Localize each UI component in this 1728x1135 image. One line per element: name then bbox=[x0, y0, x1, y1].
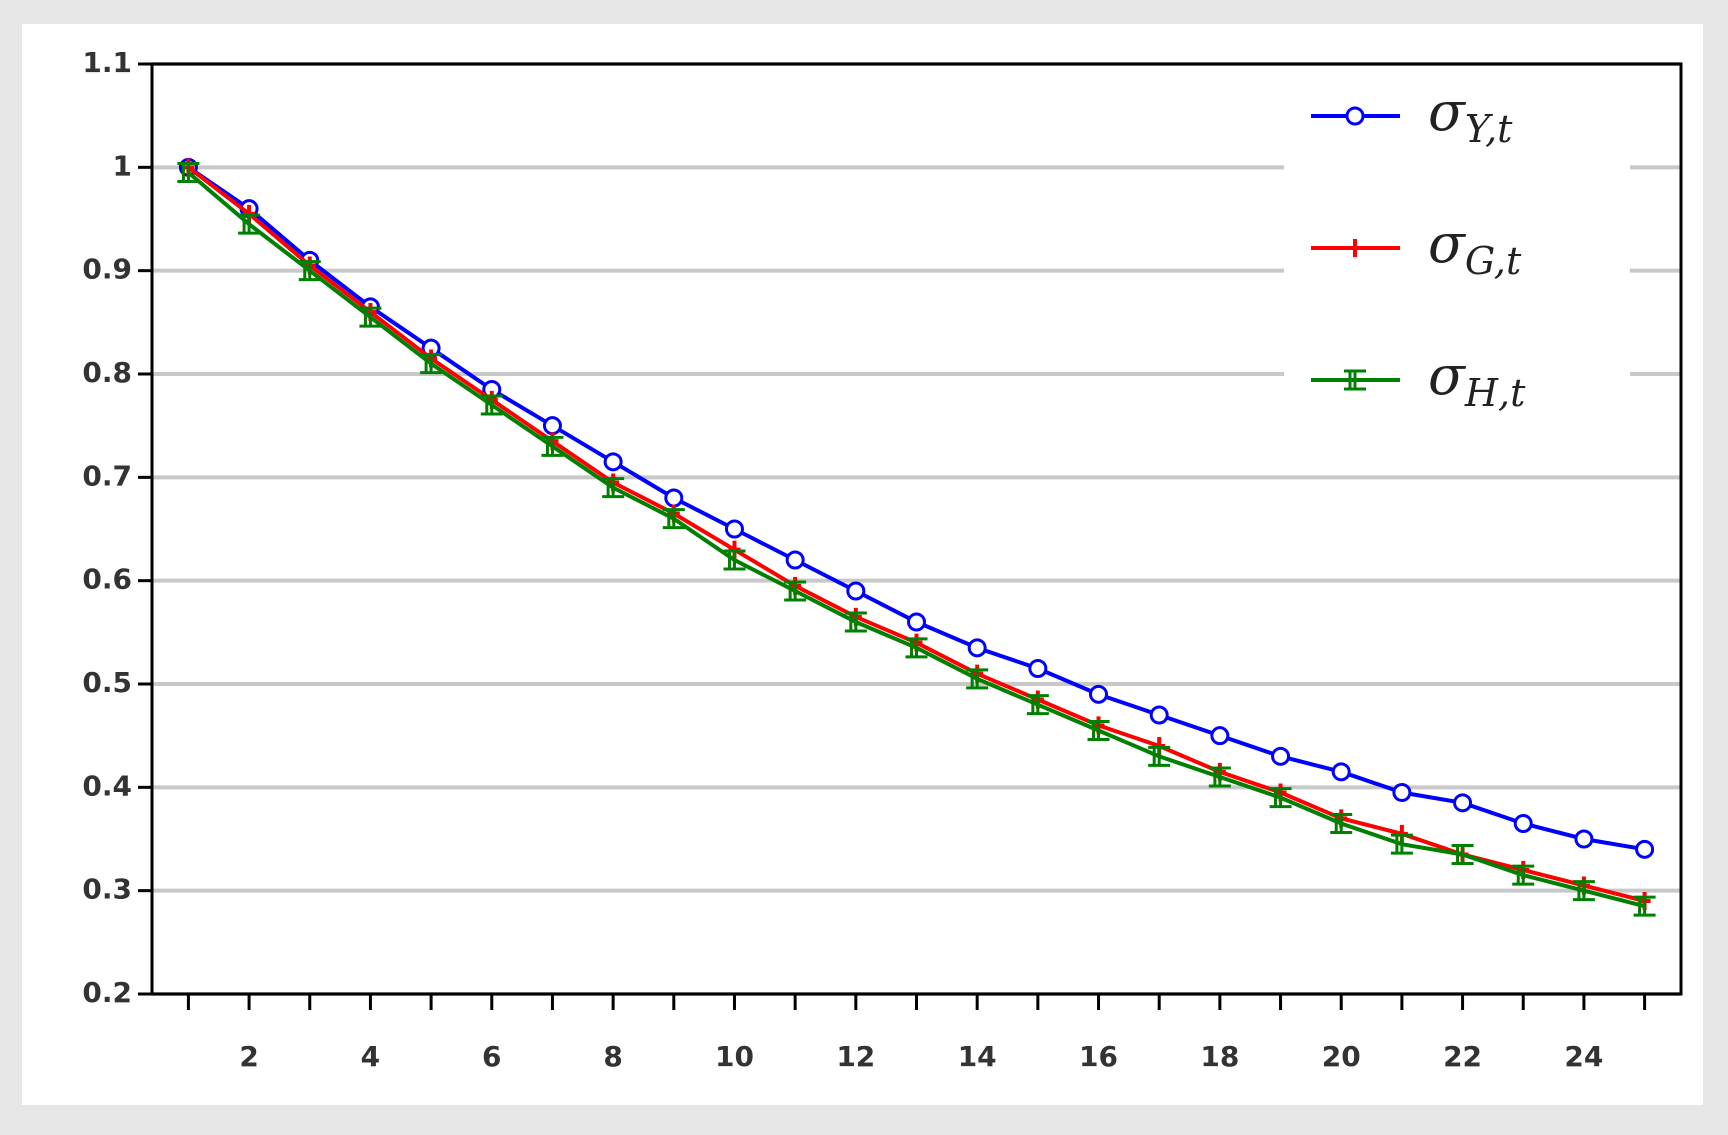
y-tick-label: 0.6 bbox=[82, 563, 132, 596]
point bbox=[1451, 844, 1474, 865]
y-tick-label: 0.7 bbox=[82, 459, 132, 492]
point bbox=[967, 638, 987, 658]
x-tick-label: 2 bbox=[239, 1040, 258, 1073]
point bbox=[723, 549, 746, 571]
point bbox=[1572, 880, 1595, 902]
x-tick-label: 4 bbox=[361, 1040, 380, 1073]
point bbox=[1633, 895, 1656, 917]
point bbox=[664, 488, 684, 508]
y-tick-label: 0.8 bbox=[82, 356, 132, 389]
legend-label: σY,t bbox=[1428, 80, 1513, 151]
point bbox=[1028, 659, 1048, 678]
point bbox=[603, 452, 623, 472]
point bbox=[1210, 726, 1230, 746]
x-tick-label: 12 bbox=[836, 1040, 875, 1073]
point bbox=[1149, 705, 1169, 725]
series bbox=[177, 162, 1656, 917]
point bbox=[359, 306, 382, 328]
point bbox=[846, 581, 866, 601]
point bbox=[966, 668, 989, 690]
x-tick-label: 10 bbox=[715, 1040, 754, 1073]
point bbox=[1271, 746, 1291, 766]
point bbox=[298, 260, 321, 282]
point bbox=[1331, 762, 1351, 782]
point bbox=[1087, 720, 1110, 741]
point bbox=[662, 508, 685, 530]
legend-marker bbox=[1349, 239, 1361, 257]
y-tick-label: 0.4 bbox=[82, 769, 132, 802]
point bbox=[542, 416, 562, 436]
point bbox=[1453, 793, 1473, 813]
y-tick-label: 0.5 bbox=[82, 666, 132, 699]
point bbox=[724, 519, 744, 539]
plot bbox=[177, 157, 1656, 917]
point bbox=[1026, 694, 1049, 716]
point bbox=[602, 477, 625, 499]
legend-label: σG,t bbox=[1428, 212, 1522, 283]
point bbox=[907, 612, 926, 632]
point bbox=[238, 213, 261, 235]
point bbox=[541, 435, 564, 457]
point bbox=[1392, 783, 1412, 802]
point bbox=[1330, 813, 1353, 834]
point bbox=[420, 353, 443, 375]
point bbox=[1512, 864, 1535, 886]
point bbox=[177, 162, 200, 183]
x-tick-label: 24 bbox=[1564, 1040, 1603, 1073]
point bbox=[844, 611, 867, 633]
point bbox=[1513, 814, 1533, 833]
y-tick-label: 0.9 bbox=[82, 253, 132, 286]
point bbox=[1089, 684, 1109, 704]
y-tick-label: 1.1 bbox=[82, 46, 132, 79]
x-tick-label: 18 bbox=[1200, 1040, 1239, 1073]
point bbox=[1574, 829, 1594, 849]
x-tick-label: 20 bbox=[1322, 1040, 1361, 1073]
plot-frame bbox=[150, 62, 1683, 996]
y-tick-label: 1 bbox=[113, 149, 132, 182]
x-tick-label: 8 bbox=[603, 1040, 622, 1073]
point bbox=[480, 394, 503, 416]
x-tick-label: 14 bbox=[958, 1040, 997, 1073]
x-tick-label: 16 bbox=[1079, 1040, 1118, 1073]
point bbox=[784, 580, 807, 602]
point bbox=[785, 550, 805, 570]
point bbox=[1208, 766, 1231, 788]
x-tick-label: 6 bbox=[482, 1040, 501, 1073]
point bbox=[1269, 787, 1292, 809]
point bbox=[1635, 839, 1655, 859]
legend: σY,t σG,t σH,t bbox=[1311, 80, 1526, 415]
x-tick-label: 22 bbox=[1443, 1040, 1482, 1073]
y-tick-label: 0.2 bbox=[82, 976, 132, 1009]
series bbox=[178, 157, 1655, 859]
y-tick-label: 0.3 bbox=[82, 873, 132, 906]
legend-marker bbox=[1345, 106, 1365, 126]
legend-marker bbox=[1344, 369, 1366, 391]
point bbox=[1148, 745, 1171, 767]
point bbox=[1390, 833, 1413, 855]
point bbox=[905, 637, 928, 659]
legend-label: σH,t bbox=[1428, 344, 1526, 415]
